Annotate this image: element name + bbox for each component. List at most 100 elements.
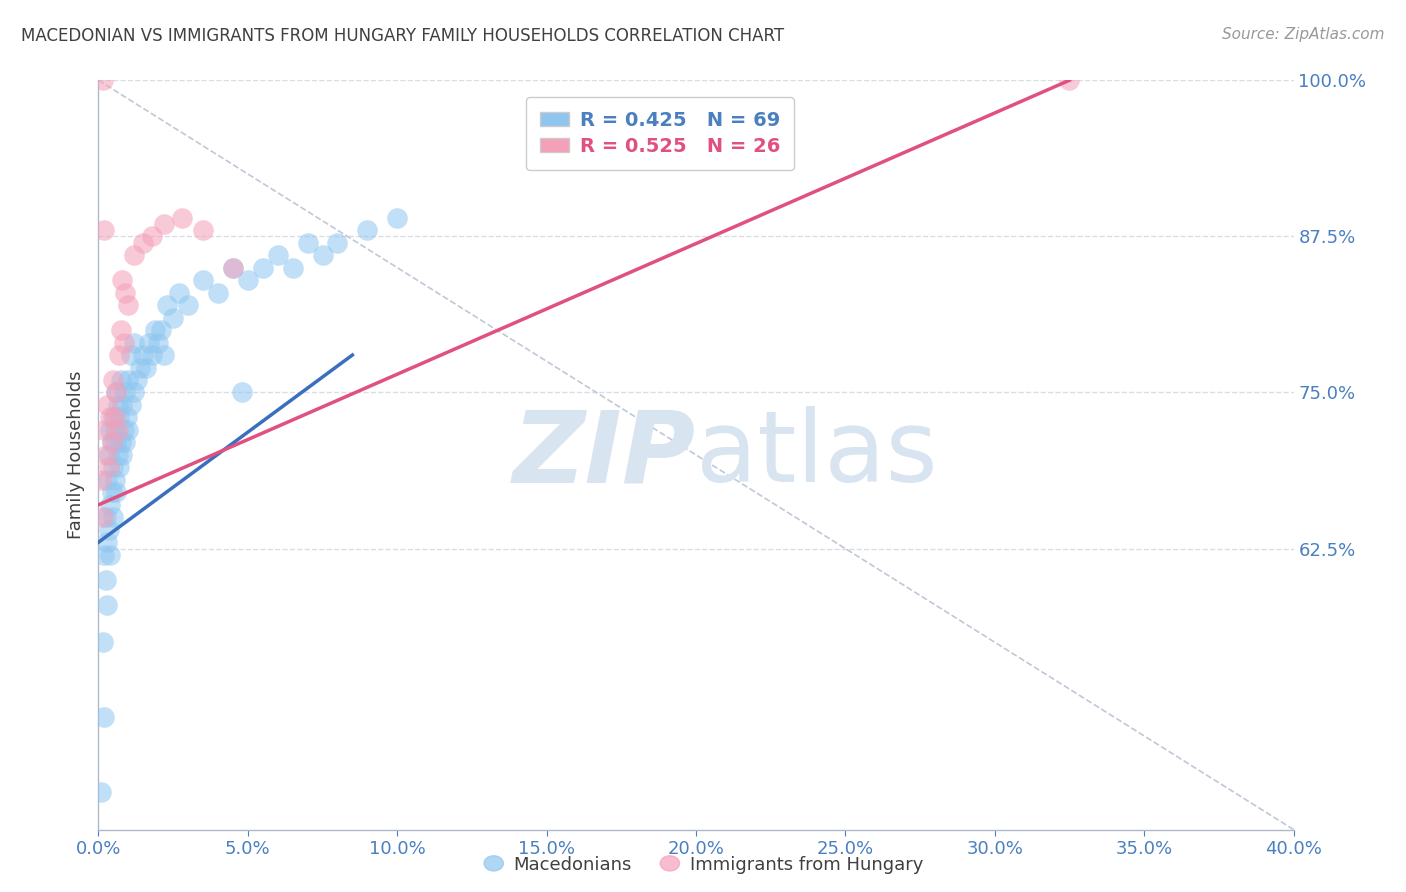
- Point: [93, 548, 115, 562]
- Point: [141, 229, 163, 244]
- Text: MACEDONIAN VS IMMIGRANTS FROM HUNGARY FAMILY HOUSEHOLDS CORRELATION CHART: MACEDONIAN VS IMMIGRANTS FROM HUNGARY FA…: [21, 27, 785, 45]
- Point: [91, 510, 114, 524]
- Point: [101, 435, 124, 450]
- Point: [90, 473, 112, 487]
- Point: [94, 448, 117, 462]
- Point: [105, 485, 128, 500]
- Point: [104, 410, 127, 425]
- Point: [98, 423, 122, 437]
- Point: [172, 211, 194, 225]
- Point: [107, 398, 129, 412]
- Point: [112, 335, 135, 350]
- Text: atlas: atlas: [696, 407, 938, 503]
- Point: [103, 460, 125, 475]
- Point: [124, 335, 146, 350]
- Point: [267, 248, 290, 262]
- Point: [94, 573, 117, 587]
- Point: [103, 373, 125, 387]
- Point: [111, 448, 134, 462]
- Text: ZIP: ZIP: [513, 407, 696, 503]
- Point: [222, 260, 245, 275]
- Point: [150, 323, 173, 337]
- Point: [124, 385, 146, 400]
- Point: [93, 223, 115, 237]
- Point: [98, 498, 122, 512]
- Legend: Macedonians, Immigrants from Hungary: Macedonians, Immigrants from Hungary: [474, 847, 932, 883]
- Legend: R = 0.425   N = 69, R = 0.525   N = 26: R = 0.425 N = 69, R = 0.525 N = 26: [526, 97, 794, 169]
- Point: [97, 460, 120, 475]
- Point: [101, 485, 124, 500]
- Point: [114, 285, 136, 300]
- Point: [191, 273, 214, 287]
- Point: [385, 211, 409, 225]
- Point: [91, 635, 114, 649]
- Point: [356, 223, 378, 237]
- Point: [103, 410, 125, 425]
- Point: [129, 360, 152, 375]
- Point: [127, 373, 149, 387]
- Point: [1059, 73, 1081, 87]
- Point: [105, 385, 128, 400]
- Point: [143, 323, 166, 337]
- Point: [117, 298, 139, 312]
- Point: [98, 410, 122, 425]
- Point: [97, 523, 120, 537]
- Point: [120, 398, 142, 412]
- Point: [104, 473, 127, 487]
- Point: [111, 273, 134, 287]
- Point: [132, 348, 155, 362]
- Point: [156, 298, 179, 312]
- Point: [96, 398, 118, 412]
- Point: [105, 435, 128, 450]
- Point: [191, 223, 214, 237]
- Point: [112, 423, 135, 437]
- Point: [97, 448, 120, 462]
- Point: [252, 260, 274, 275]
- Point: [108, 410, 131, 425]
- Point: [153, 217, 176, 231]
- Point: [167, 285, 190, 300]
- Point: [311, 248, 333, 262]
- Point: [326, 235, 349, 250]
- Point: [108, 460, 131, 475]
- Point: [103, 510, 125, 524]
- Point: [115, 410, 138, 425]
- Point: [94, 510, 117, 524]
- Y-axis label: Family Households: Family Households: [66, 371, 84, 539]
- Text: Source: ZipAtlas.com: Source: ZipAtlas.com: [1222, 27, 1385, 42]
- Point: [148, 335, 170, 350]
- Point: [104, 423, 127, 437]
- Point: [96, 473, 118, 487]
- Point: [110, 323, 132, 337]
- Point: [107, 423, 129, 437]
- Point: [98, 548, 122, 562]
- Point: [231, 385, 253, 400]
- Point: [297, 235, 319, 250]
- Point: [124, 248, 146, 262]
- Point: [108, 348, 131, 362]
- Point: [153, 348, 176, 362]
- Point: [141, 348, 163, 362]
- Point: [114, 435, 136, 450]
- Point: [132, 235, 155, 250]
- Point: [162, 310, 184, 325]
- Point: [120, 348, 142, 362]
- Point: [177, 298, 200, 312]
- Point: [101, 435, 124, 450]
- Point: [207, 285, 229, 300]
- Point: [93, 710, 115, 724]
- Point: [236, 273, 259, 287]
- Point: [135, 360, 157, 375]
- Point: [96, 535, 118, 549]
- Point: [91, 73, 114, 87]
- Point: [222, 260, 245, 275]
- Point: [281, 260, 304, 275]
- Point: [111, 398, 134, 412]
- Point: [110, 435, 132, 450]
- Point: [96, 598, 118, 612]
- Point: [138, 335, 160, 350]
- Point: [105, 385, 128, 400]
- Point: [93, 423, 115, 437]
- Point: [117, 423, 139, 437]
- Point: [90, 785, 112, 799]
